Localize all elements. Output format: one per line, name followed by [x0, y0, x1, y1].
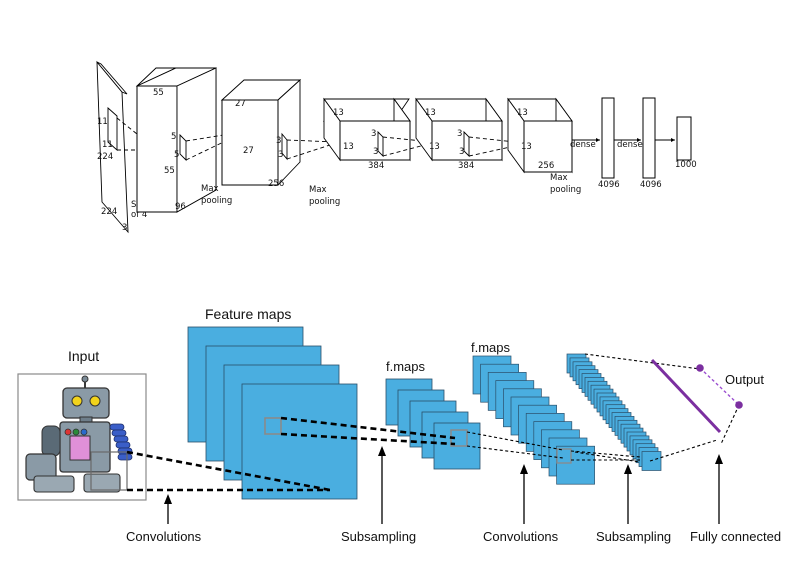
dense2-label: dense [617, 140, 643, 150]
fmaps1-label: f.maps [386, 359, 426, 374]
caption-subsampling-2: Subsampling [596, 464, 671, 544]
input-receptive-field [90, 451, 128, 491]
input-kernel-b: 11 [102, 140, 113, 150]
fc-dotted-bottom [649, 439, 718, 462]
conv4-depth-label: 384 [458, 161, 474, 171]
caption-fully-connected: Fully connected [690, 454, 781, 544]
alexnet-conv2-block: 27 27 256 3 3 Max pooling [220, 78, 340, 207]
input-to-fmap-line-top [126, 450, 331, 492]
fmaps-2-stack [385, 378, 481, 470]
output-connection [699, 367, 740, 406]
conv1-kernel-a: 5 [171, 132, 176, 142]
conv2-kernel-a: 3 [276, 136, 281, 146]
alexnet-diagram: 11 11 224 224 3 Stride of 4 55 55 96 5 5… [96, 60, 410, 234]
alexnet-dense-layers: dense 4096 dense 4096 1000 [570, 97, 697, 190]
output-node-1 [696, 364, 704, 372]
dense1-label: dense [570, 140, 596, 150]
pool2-label-2: pooling [309, 197, 340, 207]
dense1-block [601, 97, 615, 179]
conv1-side-label: 55 [164, 166, 175, 176]
input-width-label: 224 [101, 207, 117, 217]
fc-dotted-top [584, 353, 701, 370]
fmaps-4-stack [566, 353, 662, 471]
caption-subsampling-2-text: Subsampling [596, 529, 671, 544]
caption-convolutions-1: Convolutions [126, 494, 202, 544]
feature-maps-label: Feature maps [205, 306, 291, 322]
input-label: Input [68, 348, 99, 364]
caption-subsampling-1: Subsampling [341, 446, 416, 544]
input-image [17, 373, 147, 501]
alexnet-conv1-block: 55 55 96 5 5 Max pooling [135, 67, 237, 213]
conv3-depth-label: 384 [368, 161, 384, 171]
conv1-depth-label: 96 [175, 202, 186, 212]
input-depth-label: 3 [122, 223, 127, 233]
feature-maps-1 [187, 326, 358, 500]
feature-map-window [264, 417, 282, 435]
conv4-side-label: 13 [429, 142, 440, 152]
dense2-size: 4096 [640, 180, 662, 190]
pool1-label-2: pooling [201, 196, 232, 206]
caption-convolutions-2: Convolutions [483, 464, 559, 544]
fully-connected-layer [650, 358, 722, 434]
conv4-kernel-b: 3 [459, 147, 464, 157]
input-kernel-a: 11 [97, 117, 108, 127]
alexnet-input-slab: 11 11 224 224 3 Stride of 4 [96, 60, 156, 234]
output-size: 1000 [675, 160, 697, 170]
dense1-size: 4096 [598, 180, 620, 190]
conv1-kernel-b: 5 [174, 150, 179, 160]
alexnet-conv4-shape: 13 13 384 3 3 [415, 97, 525, 171]
fmap1-to-fmap2-line-bottom [280, 432, 456, 446]
pool3-label-1: Max [550, 173, 568, 183]
caption-convolutions-1-text: Convolutions [126, 529, 202, 544]
conv3-kernel-a: 3 [371, 129, 376, 139]
fmap1-to-fmap2-line-top [280, 416, 456, 440]
alexnet-conv5-shape: 13 13 256 Max pooling [507, 97, 581, 195]
output-node-2 [735, 401, 743, 409]
dense2-block [642, 97, 656, 179]
conv2-side-label: 27 [243, 146, 254, 156]
caption-fully-connected-text: Fully connected [690, 529, 781, 544]
conv2-top-label: 27 [235, 99, 246, 109]
lenet-diagram: Input Feature maps f.maps f.maps [17, 306, 781, 544]
robot-icon [25, 375, 133, 493]
caption-subsampling-1-text: Subsampling [341, 529, 416, 544]
fmap-window [556, 448, 572, 464]
conv2-kernel-b: 3 [278, 150, 283, 160]
fmap3-to-fmap4-line-top [570, 450, 641, 458]
output-block [676, 116, 692, 161]
conv5-top-label: 13 [517, 108, 528, 118]
output-label: Output [725, 372, 764, 387]
pool3-label-2: pooling [550, 185, 581, 195]
conv3-top-label: 13 [333, 108, 344, 118]
feature-map [241, 383, 358, 500]
fmaps2-label: f.maps [471, 340, 511, 355]
pool1-label-1: Max [201, 184, 219, 194]
conv2-depth-label: 256 [268, 179, 284, 189]
conv4-kernel-a: 3 [457, 129, 462, 139]
conv4-top-label: 13 [425, 108, 436, 118]
caption-convolutions-2-text: Convolutions [483, 529, 559, 544]
output-dotted-link [720, 404, 740, 445]
stride-label-2: of 4 [131, 210, 147, 220]
conv5-depth-label: 256 [538, 161, 554, 171]
conv3-side-label: 13 [343, 142, 354, 152]
fmaps-3-stack [472, 355, 595, 485]
pool2-label-1: Max [309, 185, 327, 195]
conv5-side-label: 13 [521, 142, 532, 152]
conv1-top-label: 55 [153, 88, 164, 98]
conv3-kernel-b: 3 [373, 147, 378, 157]
input-height-label: 224 [97, 152, 113, 162]
